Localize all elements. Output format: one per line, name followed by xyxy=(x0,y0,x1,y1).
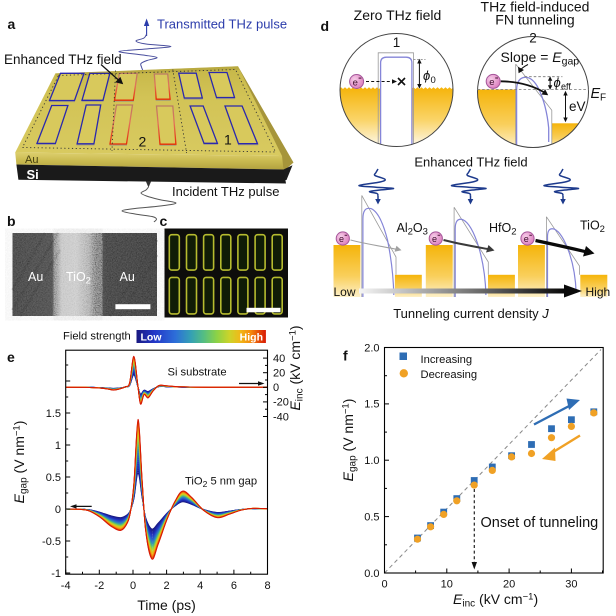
svg-text:FN tunneling: FN tunneling xyxy=(495,12,574,28)
svg-text:6: 6 xyxy=(231,580,237,592)
svg-text:Increasing: Increasing xyxy=(421,354,473,366)
svg-text:Einc (kV cm−1): Einc (kV cm−1) xyxy=(453,591,538,610)
svg-text:High: High xyxy=(586,285,611,299)
svg-text:0.5: 0.5 xyxy=(46,472,61,484)
svg-text:2: 2 xyxy=(529,31,537,46)
svg-text:ϕ: ϕ xyxy=(423,68,430,83)
svg-text:-2: -2 xyxy=(94,580,104,592)
svg-text:Time (ps): Time (ps) xyxy=(137,597,196,613)
svg-text:1: 1 xyxy=(393,35,401,50)
svg-text:e: e xyxy=(353,77,358,88)
svg-text:4: 4 xyxy=(197,580,203,592)
svg-text:20: 20 xyxy=(273,368,285,380)
svg-text:1: 1 xyxy=(55,440,61,452)
svg-text:HfO2: HfO2 xyxy=(489,221,517,238)
svg-text:1.5: 1.5 xyxy=(364,399,379,411)
svg-text:eff: eff xyxy=(561,82,571,92)
svg-text:E: E xyxy=(591,86,601,102)
svg-text:e: e xyxy=(7,349,15,365)
svg-text:Decreasing: Decreasing xyxy=(421,369,478,381)
svg-text:20: 20 xyxy=(503,579,515,591)
svg-text:eV: eV xyxy=(569,99,586,114)
svg-text:0: 0 xyxy=(55,504,61,516)
svg-text:-40: -40 xyxy=(273,411,289,423)
svg-text:-20: -20 xyxy=(273,397,289,409)
svg-text:-4: -4 xyxy=(61,580,71,592)
svg-text:Low: Low xyxy=(334,285,356,299)
svg-text:Au: Au xyxy=(25,154,38,166)
svg-text:f: f xyxy=(343,348,348,364)
svg-text:Enhanced THz field: Enhanced THz field xyxy=(414,155,527,170)
svg-text:0: 0 xyxy=(130,580,136,592)
svg-text:e: e xyxy=(524,234,529,244)
svg-text:TiO2 5 nm gap: TiO2 5 nm gap xyxy=(185,476,257,490)
svg-text:e: e xyxy=(339,234,344,244)
svg-text:F: F xyxy=(600,93,606,104)
svg-text:Field strength: Field strength xyxy=(63,331,131,343)
svg-text:Al2O3: Al2O3 xyxy=(397,221,428,238)
svg-text:0: 0 xyxy=(273,382,279,394)
svg-text:ϕ: ϕ xyxy=(554,75,561,90)
svg-text:TiO2: TiO2 xyxy=(66,270,91,287)
svg-text:e: e xyxy=(432,234,437,244)
svg-text:TiO2: TiO2 xyxy=(580,219,605,236)
svg-text:c: c xyxy=(160,213,168,229)
svg-text:1.0: 1.0 xyxy=(364,455,379,467)
svg-text:0.0: 0.0 xyxy=(364,568,379,580)
svg-text:THz field-induced: THz field-induced xyxy=(481,0,590,15)
svg-text:2: 2 xyxy=(139,134,147,150)
svg-text:Egap (V nm−1): Egap (V nm−1) xyxy=(340,399,359,482)
svg-text:Zero THz field: Zero THz field xyxy=(354,7,442,23)
svg-text:Tunneling current density J: Tunneling current density J xyxy=(393,306,549,321)
svg-text:Si substrate: Si substrate xyxy=(168,367,227,379)
svg-text:Au: Au xyxy=(120,270,135,284)
svg-text:a: a xyxy=(8,16,16,32)
svg-text:b: b xyxy=(7,213,16,229)
svg-text:-1: -1 xyxy=(51,568,61,580)
svg-text:Onset of tunneling: Onset of tunneling xyxy=(481,515,599,531)
svg-text:Slope = Egap: Slope = Egap xyxy=(501,49,580,68)
svg-text:Si: Si xyxy=(27,167,39,182)
svg-text:d: d xyxy=(321,18,330,34)
svg-text:Egap (V nm−1): Egap (V nm−1) xyxy=(11,421,30,504)
svg-text:40: 40 xyxy=(273,353,285,365)
svg-text:8: 8 xyxy=(264,580,270,592)
svg-text:Incident THz pulse: Incident THz pulse xyxy=(172,184,279,199)
svg-text:2.0: 2.0 xyxy=(364,342,379,354)
svg-text:-0.5: -0.5 xyxy=(42,536,61,548)
svg-text:Transmitted THz pulse: Transmitted THz pulse xyxy=(157,17,287,32)
svg-text:30: 30 xyxy=(565,579,577,591)
svg-text:10: 10 xyxy=(441,579,453,591)
svg-text:0: 0 xyxy=(431,75,436,86)
svg-text:0: 0 xyxy=(381,579,387,591)
svg-text:0.5: 0.5 xyxy=(364,511,379,523)
svg-text:e: e xyxy=(489,77,494,88)
svg-text:1.5: 1.5 xyxy=(46,408,61,420)
svg-text:1: 1 xyxy=(224,132,232,148)
svg-text:2: 2 xyxy=(164,580,170,592)
svg-text:Einc (kV cm−1): Einc (kV cm−1) xyxy=(287,325,306,410)
svg-text:Low: Low xyxy=(141,332,163,344)
svg-text:High: High xyxy=(240,332,263,344)
svg-text:Enhanced THz field: Enhanced THz field xyxy=(4,52,122,67)
svg-text:Au: Au xyxy=(28,270,43,284)
